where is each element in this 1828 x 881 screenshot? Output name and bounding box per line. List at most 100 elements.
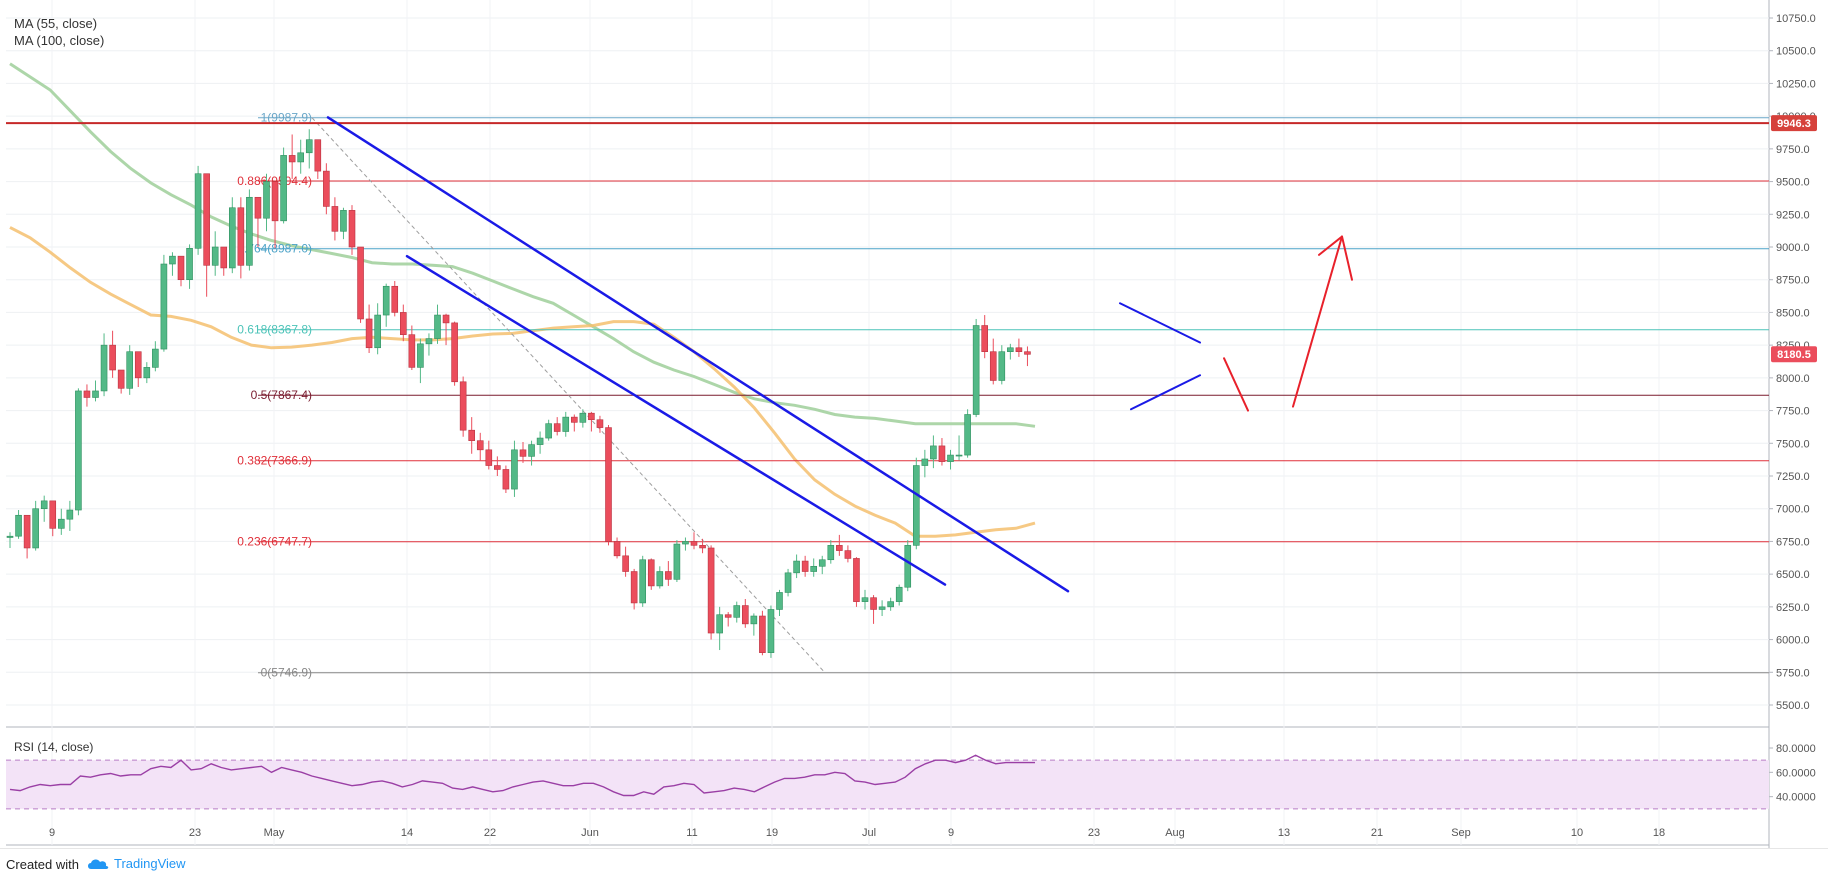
red-arrowhead-right	[1341, 235, 1353, 281]
candle-body	[434, 314, 441, 339]
candle-body	[451, 322, 458, 383]
candle-body	[1007, 347, 1014, 352]
time-tick-label: 22	[484, 827, 496, 839]
red-arrow-up	[1292, 235, 1343, 408]
candle-body	[331, 206, 339, 232]
price-axis[interactable]: 10750.010500.010250.010000.09750.09500.0…	[1769, 13, 1816, 712]
candle-body	[861, 597, 869, 602]
candle-body	[818, 559, 826, 567]
candle-body	[836, 545, 843, 551]
candle-body	[348, 210, 356, 248]
candle-body	[468, 429, 476, 441]
candle-body	[340, 210, 347, 232]
candle-body	[665, 571, 672, 580]
candle-body	[724, 614, 732, 618]
fib-levels: 1(9987.9) 0.886(9504.4) 0.764(8987.0) 0.618…	[6, 111, 1769, 680]
time-tick-label: Aug	[1165, 827, 1185, 839]
price-badge-label: 9946.3	[1777, 118, 1811, 130]
candle-body	[528, 444, 535, 457]
candle-body	[750, 615, 758, 625]
candle-body	[682, 541, 689, 545]
candle-body	[878, 606, 886, 610]
candle-body	[237, 207, 245, 266]
ma100-legend[interactable]: MA (100, close)	[14, 33, 105, 48]
candle-body	[673, 543, 681, 580]
candle-body	[186, 248, 193, 281]
fib-level-label: 0.764(8987.0)	[237, 242, 312, 256]
candle-body	[562, 416, 570, 432]
candle-body	[707, 547, 715, 634]
price-tick-label: 6000.0	[1776, 635, 1810, 647]
rsi-pane[interactable]: 80.0000 60.0000 40.0000	[6, 743, 1816, 810]
price-tick-label: 7500.0	[1776, 438, 1810, 450]
candle-body	[981, 325, 989, 352]
candle-body	[288, 155, 296, 163]
candle-body	[827, 545, 835, 561]
candle-body	[793, 560, 800, 574]
candle-body	[887, 601, 894, 608]
ma55-legend[interactable]: MA (55, close)	[14, 16, 98, 31]
candle-body	[57, 518, 65, 529]
candle-body	[246, 196, 253, 266]
candle-body	[519, 449, 527, 457]
triangle-lower-line	[1130, 374, 1201, 411]
tradingview-link[interactable]: TradingView	[86, 856, 186, 871]
price-tick-label: 6750.0	[1776, 536, 1810, 548]
candle-body	[596, 419, 604, 428]
candle-body	[476, 440, 484, 451]
price-tick-label: 8000.0	[1776, 373, 1810, 385]
price-tick-label: 8750.0	[1776, 275, 1810, 287]
price-tick-label: 9750.0	[1776, 144, 1810, 156]
candle-body	[844, 550, 852, 559]
candle-body	[570, 416, 578, 423]
time-tick-label: May	[264, 827, 285, 839]
time-tick-label: 23	[189, 827, 201, 839]
price-chart[interactable]: 1(9987.9) 0.886(9504.4) 0.764(8987.0) 0.618…	[0, 0, 1828, 848]
candle-body	[374, 314, 381, 349]
candle-body	[169, 255, 176, 265]
candle-body	[143, 367, 151, 379]
candle-body	[1015, 347, 1023, 352]
candle-body	[947, 454, 954, 462]
price-badge-box	[1771, 346, 1817, 363]
price-badges: 9946.3 8180.5	[1771, 115, 1817, 363]
candle-body	[100, 344, 108, 392]
candle-body	[912, 465, 920, 546]
drawings	[326, 116, 1353, 593]
candle-body	[40, 500, 48, 510]
candle-body	[391, 285, 399, 313]
time-tick-label: 13	[1278, 827, 1290, 839]
candle-body	[66, 509, 74, 520]
candle-body	[1024, 351, 1031, 355]
candle-body	[622, 555, 629, 572]
candle-body	[75, 390, 82, 511]
ma55-line	[9, 226, 1036, 538]
time-tick-label: 10	[1571, 827, 1583, 839]
time-tick-label: Jun	[581, 827, 599, 839]
time-axis[interactable]: 9 23 May 14 22 Jun 11 19 Jul 9 23 Aug 13 21 Sep 10 18	[49, 827, 1665, 839]
price-tick-label: 10500.0	[1776, 46, 1816, 58]
candle-body	[639, 559, 647, 604]
candle-body	[733, 605, 741, 618]
candle-body	[417, 343, 424, 368]
price-tick-label: 10250.0	[1776, 78, 1816, 90]
candle-body	[263, 181, 270, 219]
price-tick-label: 9250.0	[1776, 209, 1810, 221]
rsi-legend[interactable]: RSI (14, close)	[14, 740, 94, 754]
price-tick-label: 6500.0	[1776, 569, 1810, 581]
fib-level-label: 0.236(6747.7)	[237, 535, 312, 549]
candle-body	[280, 155, 287, 222]
fib-level-label: 0.5(7867.4)	[251, 388, 312, 402]
candle-body	[365, 318, 373, 349]
candle-body	[699, 545, 706, 549]
candle-body	[921, 458, 929, 466]
red-arrow-down	[1223, 357, 1249, 412]
candle-body	[399, 312, 407, 335]
candle-body	[938, 445, 946, 462]
candle-body	[998, 351, 1006, 381]
time-tick-label: 21	[1371, 827, 1383, 839]
candle-body	[15, 514, 22, 537]
footer: Created with TradingView	[0, 848, 1828, 881]
candle-body	[511, 449, 518, 490]
candle-body	[297, 152, 305, 163]
